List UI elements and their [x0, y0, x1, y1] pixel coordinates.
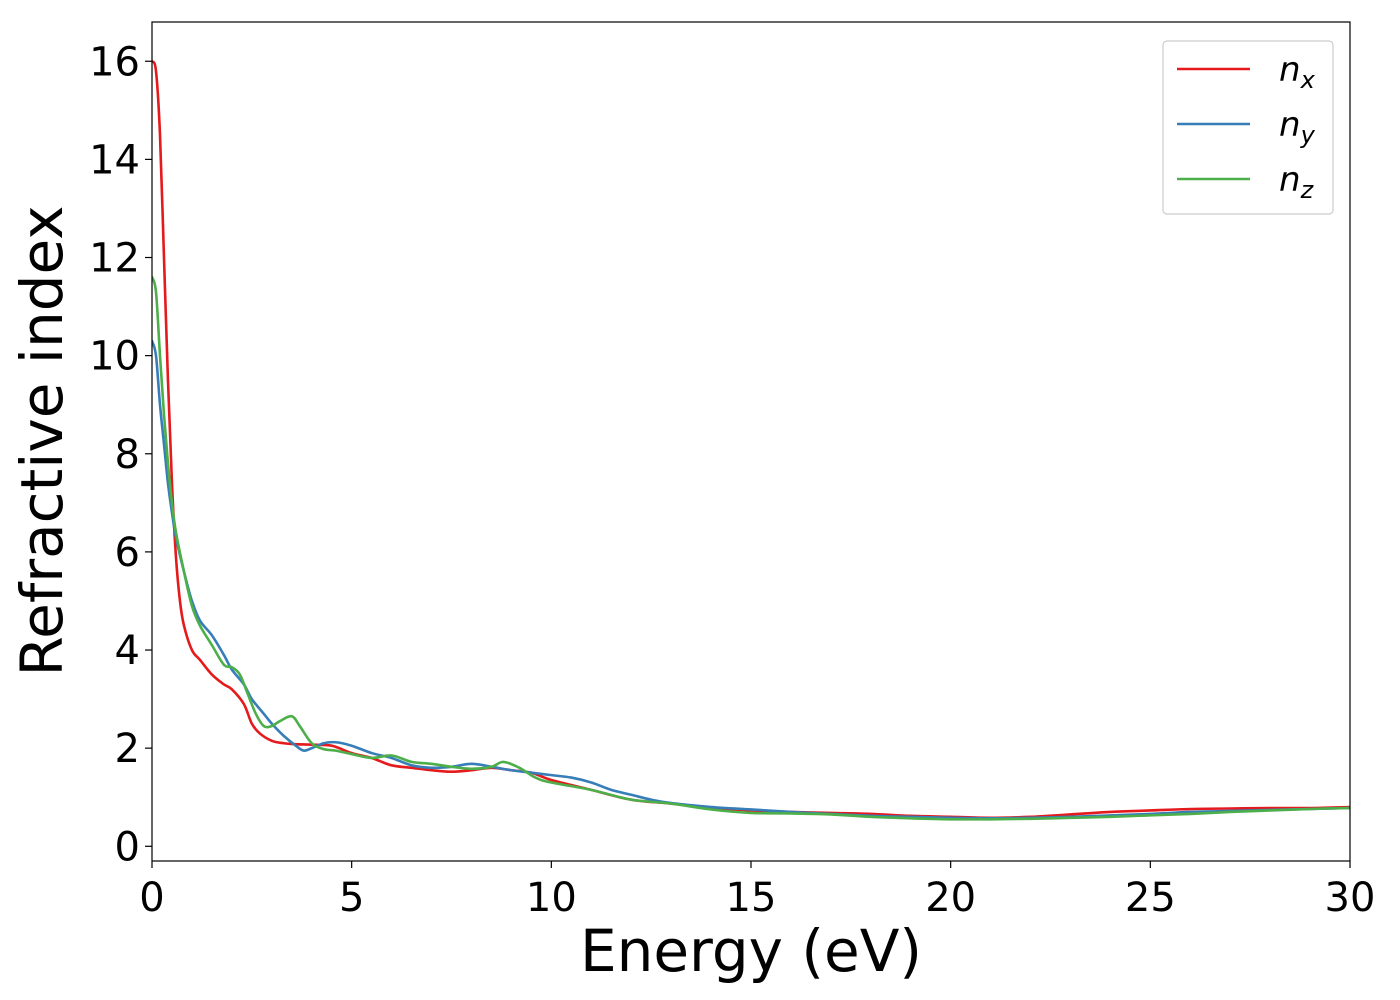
y-tick-label: 14: [89, 137, 140, 183]
x-tick-label: 20: [925, 875, 976, 921]
y-tick-label: 12: [89, 236, 140, 282]
y-tick-label: 8: [115, 432, 140, 478]
x-tick-label: 25: [1125, 875, 1176, 921]
legend-box: [1162, 40, 1334, 215]
x-axis-title: Energy (eV): [580, 917, 922, 985]
y-tick-label: 0: [115, 824, 140, 870]
y-tick-label: 16: [89, 39, 140, 85]
x-tick-label: 15: [726, 875, 777, 921]
y-tick-label: 2: [115, 726, 140, 772]
y-tick-label: 10: [89, 334, 140, 380]
x-tick-label: 0: [139, 875, 164, 921]
x-tick-label: 10: [526, 875, 577, 921]
y-axis-title: Refractive index: [8, 205, 76, 676]
y-tick-label: 6: [115, 530, 140, 576]
plot-area: [152, 59, 1350, 821]
y-axis: 0 2 4 6 8 10 12 14 16: [89, 39, 152, 870]
y-tick-label: 4: [115, 628, 140, 674]
x-tick-label: 30: [1325, 875, 1376, 921]
series-line-nz: [152, 275, 1350, 821]
x-axis: 0 5 10 15 20 25 30: [139, 861, 1375, 921]
x-tick-label: 5: [339, 875, 364, 921]
